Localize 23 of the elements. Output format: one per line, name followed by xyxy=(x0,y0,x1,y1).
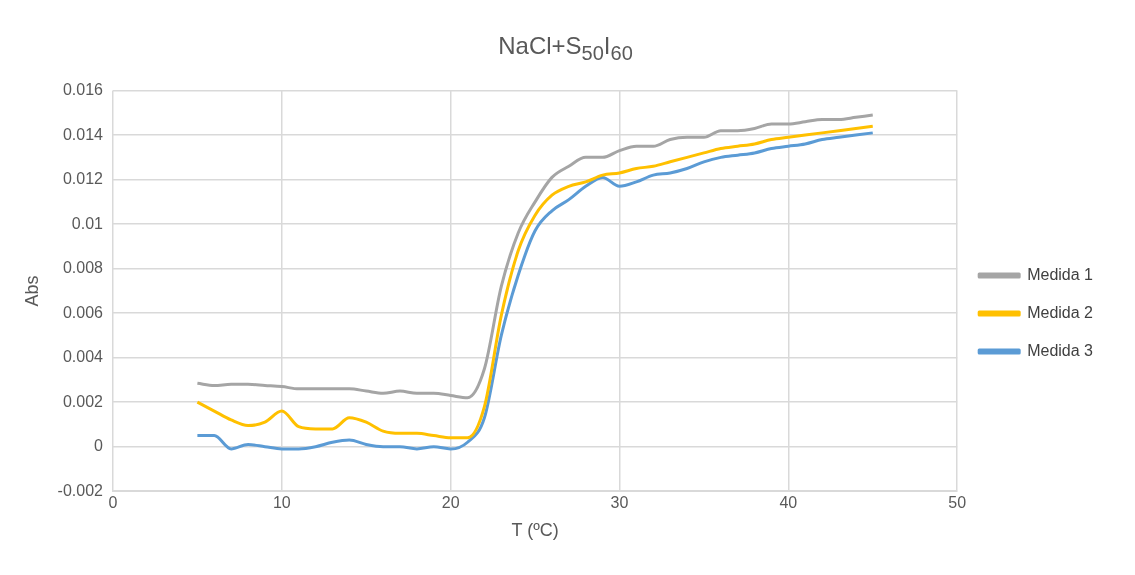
y-axis-title: Abs xyxy=(21,275,42,307)
y-tick-label: 0.012 xyxy=(62,169,104,187)
chart-title: NaCl+S$_{50}$I$_{60}$ xyxy=(497,31,634,66)
y-tick-label: 0.008 xyxy=(62,258,104,276)
y-tick-label: 0.01 xyxy=(71,214,104,232)
x-axis-title: T (ºC) xyxy=(511,519,559,540)
x-tick-label: 10 xyxy=(272,494,291,511)
y-tick-label: 0 xyxy=(94,436,104,454)
x-tick-label: 30 xyxy=(610,494,629,511)
legend-label: Medida 2 xyxy=(1027,303,1094,321)
x-tick-label: 0 xyxy=(108,494,118,511)
x-tick-label: 20 xyxy=(441,494,460,511)
y-tick-label: -0.002 xyxy=(57,481,104,499)
line-series xyxy=(195,113,875,400)
x-tick-label: 50 xyxy=(948,494,967,511)
x-tick-label: 40 xyxy=(779,494,798,511)
y-tick-label: 0.006 xyxy=(62,303,104,321)
y-tick-label: 0.004 xyxy=(62,347,104,365)
y-tick-label: 0.002 xyxy=(62,392,104,410)
y-tick-label: 0.014 xyxy=(62,125,104,143)
legend-label: Medida 3 xyxy=(1027,341,1094,359)
legend-label: Medida 1 xyxy=(1027,265,1094,283)
y-tick-label: 0.016 xyxy=(62,80,104,98)
